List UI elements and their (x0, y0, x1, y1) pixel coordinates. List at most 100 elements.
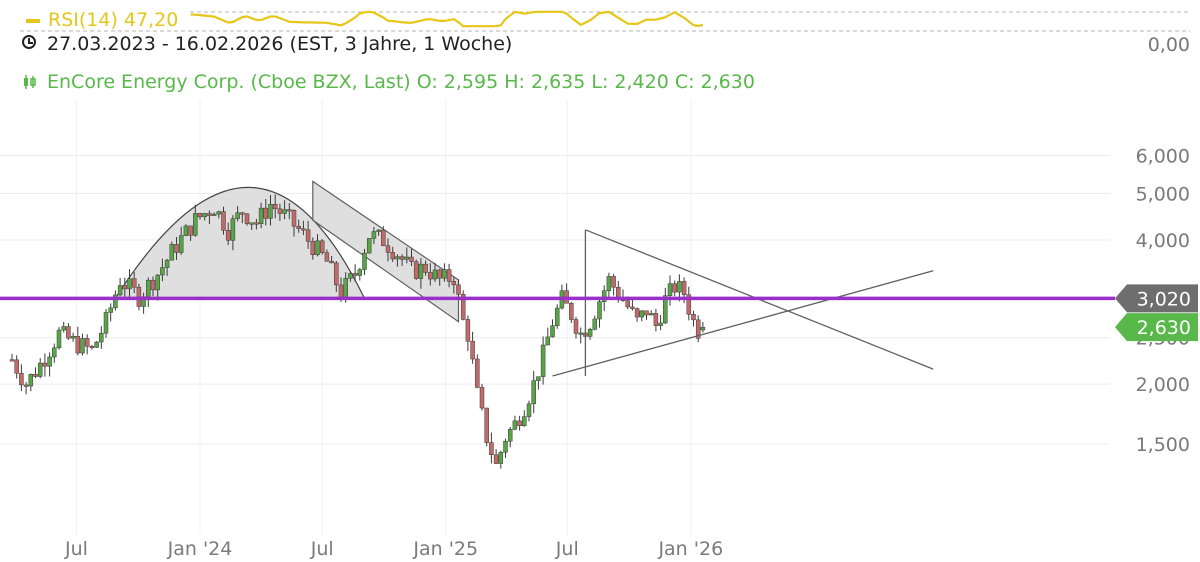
candle-body (611, 276, 616, 288)
y-tick-label: 1,500 (1136, 434, 1190, 456)
candle (221, 206, 226, 235)
triangle-lower-line (552, 270, 934, 377)
candle (517, 415, 522, 431)
candle-body (573, 319, 579, 334)
time-range-label[interactable]: 27.03.2023 - 16.02.2026 (EST, 3 Jahre, 1… (47, 33, 513, 55)
x-tick-label: Jan '24 (167, 538, 233, 560)
candle-body (625, 300, 630, 308)
candle (606, 272, 612, 299)
candle (94, 341, 99, 348)
candle (282, 200, 287, 220)
rsi-indicator-label[interactable]: RSI(14) 47,20 (48, 9, 179, 31)
candle (432, 262, 438, 282)
candle-body (334, 262, 339, 286)
candle (188, 225, 193, 241)
last-price-tag-shape (1115, 313, 1198, 342)
candle-body (498, 452, 504, 464)
x-tick-label: Jan '26 (657, 538, 723, 560)
candle (230, 215, 236, 251)
candle (653, 308, 659, 332)
candle (258, 202, 264, 229)
candle (634, 307, 640, 322)
candle (507, 427, 513, 448)
candle-body (131, 278, 137, 288)
x-tick-label: Jul (310, 538, 334, 560)
instrument-ohlc-label[interactable]: EnCore Energy Corp. (Cboe BZX, Last) O: … (47, 71, 755, 93)
candle-body (263, 207, 269, 219)
last-price-tag: 2,630 (1115, 313, 1198, 342)
candle (75, 326, 81, 356)
candle-body (258, 207, 264, 225)
trendlines (0, 229, 1115, 377)
candle (56, 327, 62, 350)
candle (526, 400, 532, 422)
rsi-line (190, 10, 704, 28)
candle (315, 234, 320, 257)
candle-body (33, 374, 38, 377)
candle-body (193, 213, 198, 236)
candle (512, 415, 518, 431)
candle-body (9, 359, 15, 362)
candle-body (376, 229, 381, 232)
candle-body (681, 281, 687, 296)
candle (498, 450, 504, 469)
candle (644, 310, 649, 320)
candle-body (418, 263, 424, 279)
candle-body (437, 269, 442, 279)
candle-body (432, 269, 438, 280)
candle (366, 238, 372, 254)
candle-body (404, 256, 410, 260)
candle-body (512, 420, 518, 430)
candle (348, 271, 353, 282)
candle (334, 260, 339, 292)
candle (639, 310, 645, 322)
candle-body (550, 325, 555, 338)
candle-body (479, 387, 485, 409)
candle-body (531, 380, 536, 405)
candle-body (648, 313, 654, 316)
candle (418, 258, 424, 289)
candle (493, 449, 499, 465)
candle-body (268, 203, 273, 219)
candle-body (329, 261, 334, 264)
candle (390, 246, 395, 262)
candle-body (160, 267, 165, 276)
candle-body (221, 211, 226, 231)
candle (437, 268, 442, 286)
candle (428, 263, 433, 286)
candle-body (658, 322, 663, 326)
candle-body (61, 326, 66, 331)
candle (362, 248, 367, 275)
candle-body (695, 319, 701, 339)
candle-body (310, 241, 316, 256)
candle (667, 275, 673, 306)
candle-body (465, 319, 471, 342)
candle-body (338, 284, 344, 299)
candle-body (230, 218, 236, 241)
candlestick-series[interactable] (9, 194, 706, 469)
candle (155, 274, 160, 301)
candle-body (240, 212, 245, 215)
candle-body (28, 374, 34, 387)
candle-body (489, 442, 494, 456)
candle (174, 237, 179, 260)
candle (479, 383, 485, 411)
candle-body (146, 279, 151, 297)
last-price-tag-text: 2,630 (1137, 317, 1191, 339)
candle (103, 309, 109, 338)
candle-body (19, 372, 24, 386)
candle (456, 279, 461, 300)
candle (80, 333, 85, 356)
candle (597, 298, 602, 328)
candle (108, 303, 113, 322)
candle-body (282, 209, 287, 214)
candle-body (197, 213, 203, 218)
candle-body (315, 240, 320, 256)
candle-body (578, 332, 583, 335)
candle-body (47, 356, 52, 367)
candle (272, 194, 278, 219)
candle-body (122, 285, 128, 290)
candlestick-icon (24, 75, 36, 89)
candle-body (672, 283, 677, 293)
